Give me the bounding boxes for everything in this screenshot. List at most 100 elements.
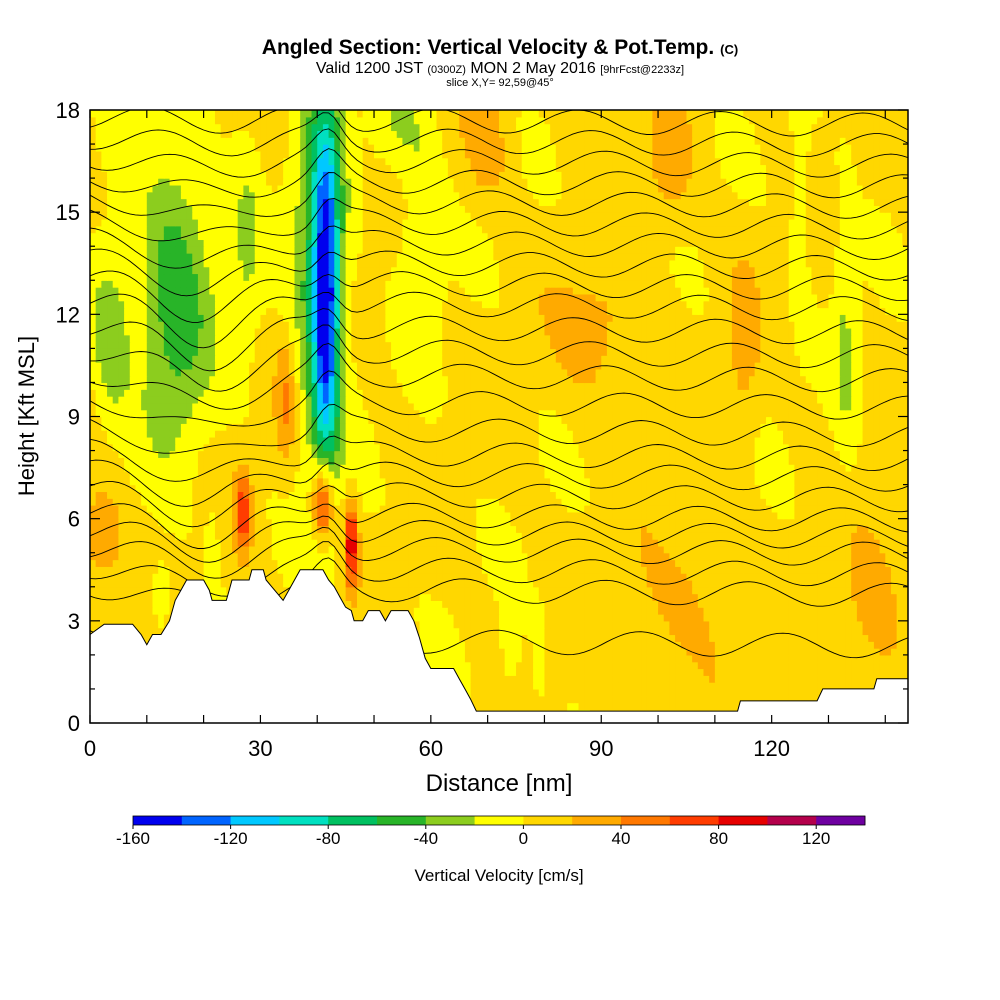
heatmap-cell	[504, 688, 511, 697]
heatmap-cell	[726, 682, 733, 690]
heatmap-cell	[879, 552, 886, 561]
heatmap-cell	[675, 675, 682, 683]
heatmap-cell	[266, 491, 273, 499]
heatmap-cell	[760, 682, 767, 690]
heatmap-cell	[481, 491, 489, 499]
heatmap-cell	[356, 566, 364, 574]
heatmap-cell	[516, 702, 523, 710]
heatmap-cell	[487, 702, 494, 710]
heatmap-cell	[595, 559, 602, 567]
heatmap-cell	[692, 593, 699, 601]
heatmap-cell	[356, 525, 364, 533]
heatmap-cell	[618, 491, 625, 499]
heatmap-cell	[487, 566, 494, 574]
heatmap-cell	[601, 668, 608, 676]
heatmap-cell	[709, 668, 716, 676]
heatmap-cell	[419, 498, 426, 506]
heatmap-cell	[237, 484, 244, 493]
heatmap-cell	[714, 491, 722, 499]
heatmap-cell	[783, 607, 790, 615]
heatmap-cell	[658, 525, 665, 533]
heatmap-cell	[555, 654, 563, 663]
heatmap-cell	[737, 675, 744, 683]
heatmap-cell	[800, 566, 807, 574]
heatmap-cell	[470, 559, 477, 567]
heatmap-cell	[754, 627, 761, 636]
heatmap-cell	[112, 518, 120, 527]
heatmap-cell	[748, 532, 756, 540]
heatmap-cell	[510, 593, 517, 601]
heatmap-cell	[777, 661, 784, 670]
heatmap-cell	[606, 634, 614, 642]
heatmap-cell	[896, 559, 903, 567]
heatmap-cell	[90, 484, 97, 493]
heatmap-cell	[686, 620, 693, 629]
heatmap-cell	[430, 545, 438, 554]
heatmap-cell	[396, 525, 404, 533]
heatmap-cell	[430, 607, 438, 615]
heatmap-cell	[601, 559, 608, 567]
heatmap-cell	[902, 545, 908, 554]
heatmap-cell	[641, 511, 648, 520]
heatmap-cell	[868, 654, 875, 663]
heatmap-cell	[783, 511, 790, 520]
heatmap-cell	[601, 620, 608, 629]
heatmap-cell	[783, 695, 790, 704]
heatmap-cell	[703, 586, 710, 595]
heatmap-cell	[862, 661, 869, 670]
heatmap-cell	[339, 593, 347, 601]
heatmap-cell	[663, 491, 671, 499]
heatmap-cell	[135, 566, 142, 574]
heatmap-cell	[141, 498, 148, 506]
heatmap-cell	[572, 552, 580, 561]
heatmap-cell	[527, 668, 534, 676]
heatmap-cell	[652, 586, 659, 595]
heatmap-cell	[254, 532, 262, 540]
heatmap-cell	[879, 545, 886, 554]
heatmap-cell	[754, 682, 761, 690]
heatmap-cell	[249, 552, 256, 561]
heatmap-cell	[442, 627, 449, 636]
heatmap-cell	[811, 688, 818, 697]
heatmap-cell	[845, 648, 852, 656]
heatmap-cell	[538, 702, 546, 710]
heatmap-cell	[828, 600, 835, 608]
heatmap-cell	[283, 505, 290, 513]
heatmap-cell	[487, 682, 494, 690]
heatmap-cell	[95, 532, 102, 540]
heatmap-cell	[623, 702, 631, 710]
heatmap-cell	[669, 688, 676, 697]
heatmap-cell	[425, 641, 432, 649]
heatmap-cell	[726, 668, 733, 676]
heatmap-cell	[589, 518, 597, 527]
heatmap-cell	[675, 511, 682, 520]
heatmap-cell	[754, 579, 761, 588]
heatmap-cell	[777, 566, 784, 574]
heatmap-cell	[544, 593, 551, 601]
heatmap-cell	[356, 600, 364, 608]
heatmap-cell	[754, 688, 761, 697]
heatmap-cell	[834, 620, 841, 629]
heatmap-cell	[805, 627, 813, 636]
heatmap-cell	[476, 552, 483, 561]
heatmap-cell	[101, 593, 108, 601]
heatmap-cell	[180, 484, 188, 493]
heatmap-cell	[578, 627, 585, 636]
heatmap-cell	[169, 566, 176, 574]
heatmap-cell	[641, 702, 648, 710]
heatmap-cell	[589, 614, 597, 622]
heatmap-cell	[737, 545, 744, 554]
heatmap-cell	[487, 695, 494, 704]
heatmap-cell	[822, 545, 830, 554]
heatmap-cell	[408, 593, 415, 601]
heatmap-cell	[811, 505, 818, 513]
heatmap-cell	[822, 682, 830, 690]
heatmap-cell	[703, 525, 710, 533]
heatmap-cell	[322, 559, 330, 567]
heatmap-cell	[493, 688, 500, 697]
heatmap-cell	[345, 600, 352, 608]
heatmap-cell	[839, 661, 847, 670]
heatmap-cell	[737, 607, 744, 615]
heatmap-cell	[95, 484, 102, 493]
heatmap-cell	[754, 505, 761, 513]
